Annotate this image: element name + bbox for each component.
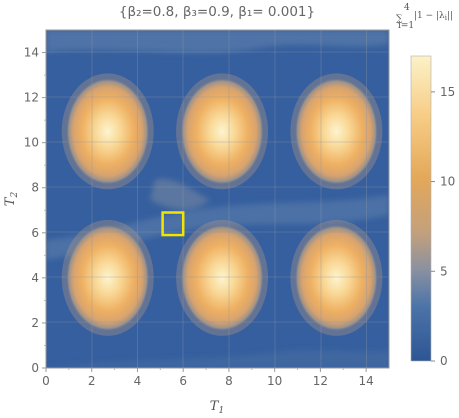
colorbar-tick-label: 15 <box>440 85 455 99</box>
highlight-box <box>161 211 185 237</box>
y-axis: 0 2 4 6 8 10 12 14 <box>24 46 46 375</box>
plot-area <box>46 30 389 368</box>
x-tick-label: 4 <box>134 374 142 388</box>
x-axis-label: T1 <box>210 399 224 416</box>
heatmap-peak <box>65 223 150 332</box>
x-tick-label: 0 <box>42 374 50 388</box>
x-tick-label: 8 <box>225 374 233 388</box>
y-tick-label: 6 <box>31 226 39 240</box>
x-tick-label: 2 <box>88 374 96 388</box>
colorbar-label: 4 ∑ i=1 |1 − |λi|| <box>396 3 453 31</box>
plot-frame <box>45 29 390 369</box>
colorbar-tick-label: 5 <box>440 264 448 278</box>
colorbar-gradient <box>411 56 431 361</box>
svg-text:∑: ∑ <box>396 14 403 24</box>
heatmap-peaks <box>61 73 383 336</box>
heatmap-texture <box>46 30 389 368</box>
y-tick-label: 10 <box>24 136 39 150</box>
svg-text:i=1: i=1 <box>398 21 414 31</box>
y-tick-label: 12 <box>24 91 39 105</box>
x-tick-label: 10 <box>267 374 282 388</box>
heatmap-peak <box>180 77 265 186</box>
x-tick-label: 6 <box>179 374 187 388</box>
grid-lines <box>46 30 389 368</box>
x-axis: 0 2 4 6 8 10 12 14 <box>42 368 374 388</box>
heatmap-peak <box>65 77 150 186</box>
y-tick-label: 0 <box>31 361 39 375</box>
y-tick-label: 14 <box>24 46 39 60</box>
chart-title: {β₂=0.8, β₃=0.9, β₁= 0.001} <box>119 4 315 20</box>
x-tick-label: 14 <box>358 374 373 388</box>
colorbar-tick-label: 10 <box>440 175 455 189</box>
y-tick-label: 8 <box>31 181 39 195</box>
colorbar: 4 ∑ i=1 |1 − |λi|| 0 5 10 15 <box>396 3 455 368</box>
colorbar-tick-label: 0 <box>440 354 448 368</box>
svg-text:|1 − |λi||: |1 − |λi|| <box>414 11 453 22</box>
y-tick-label: 4 <box>31 271 39 285</box>
y-axis-label: T2 <box>3 192 20 207</box>
heatmap-peak <box>294 223 379 332</box>
svg-text:4: 4 <box>404 3 410 13</box>
heatmap-peak <box>180 223 265 332</box>
y-tick-label: 2 <box>31 316 39 330</box>
heatmap-peak <box>294 77 379 186</box>
colorbar-ticks: 0 5 10 15 <box>431 85 455 368</box>
x-tick-label: 12 <box>313 374 328 388</box>
